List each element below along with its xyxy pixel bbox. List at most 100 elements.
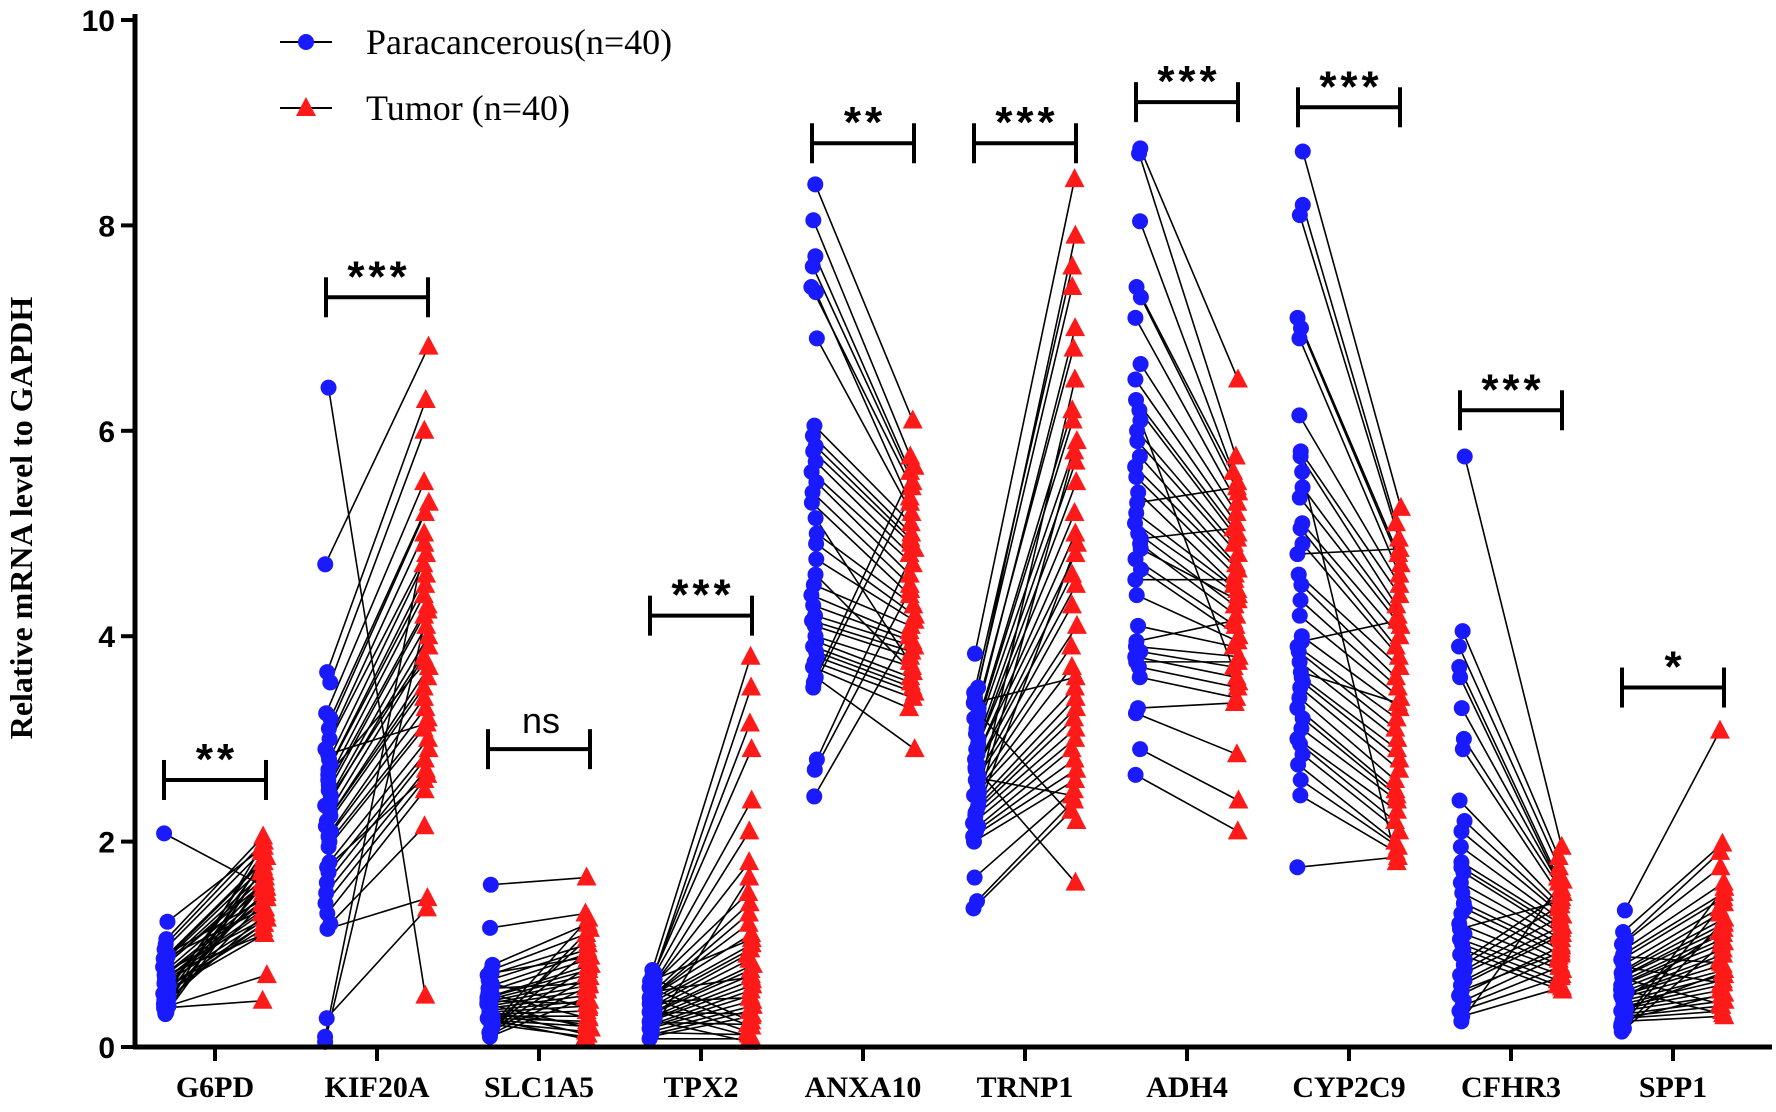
paracancerous-point [482,1023,499,1040]
tumor-point [414,748,435,768]
tumor-point [1710,840,1731,860]
pair-line [1301,151,1402,509]
tumor-point [1710,951,1731,971]
pair-line [815,461,911,555]
pair-line [163,832,267,889]
pair-line [326,907,428,1019]
x-tick-label: SPP1 [1639,1071,1707,1104]
paracancerous-point [318,1010,335,1027]
tumor-point [1550,920,1571,940]
pair-line [652,861,750,986]
axes: 0 2 4 6 8 10 G6PD KIF20A SLC1A5 TPX2 ANXA10 TRNP1 AD… [82,5,1772,1104]
paracancerous-point [1616,902,1633,919]
paracancerous-point [1289,859,1306,876]
tumor-point [414,815,435,835]
pair-line [652,996,750,1003]
pair-line [651,877,750,1031]
x-tick-label: CFHR3 [1461,1071,1561,1104]
pair-line [164,923,265,997]
pair-line [324,610,429,1043]
pair-line [972,543,1078,824]
paracancerous-point [1127,766,1144,783]
paracancerous-point [1291,207,1308,224]
pair-line [1135,476,1236,576]
tumor-point [414,471,435,491]
tumor-point [1224,691,1245,711]
tumor-point [1388,527,1409,547]
tumor-point [1061,594,1082,614]
pair-line [649,984,753,1023]
pair-line [977,646,1072,786]
paracancerous-point [320,379,337,396]
pair-line [1623,974,1725,1002]
pair-line [974,584,1077,771]
pair-line [1301,471,1398,863]
tumor-point [904,537,925,557]
pair-line [654,999,748,1033]
pair-line [164,851,263,950]
pair-line [814,255,911,473]
paracancerous-point [480,992,497,1009]
pair-line [327,722,427,756]
tumor-point [579,917,600,937]
paracancerous-point [965,694,982,711]
pair-line [1459,953,1563,992]
pair-line [328,717,429,843]
paracancerous-point [1454,623,1471,640]
tumor-point [1228,671,1249,691]
paracancerous-point [1127,371,1144,388]
pair-line [1298,573,1401,668]
tumor-point [738,881,759,901]
pair-line [812,266,914,483]
pair-line [815,676,916,750]
pair-line [1463,955,1560,1002]
pair-line [1140,568,1240,637]
tumor-point [578,972,599,992]
legend-label-tumor: Tumor (n=40) [366,88,570,128]
tumor-point [1066,697,1087,717]
paracancerous-point [970,769,987,786]
tumor-point [1227,589,1248,609]
pair-line [654,902,751,992]
tumor-point [1548,846,1569,866]
pair-line [1137,532,1236,607]
tumor-point [1550,890,1571,910]
pair-line [1301,543,1400,658]
pair-line [326,758,426,884]
pair-line [1459,925,1563,976]
pair-line [977,748,1073,827]
tumor-point [1227,491,1248,511]
pair-line [1621,917,1725,974]
tumor-point [1066,532,1087,552]
pair-line [973,348,1075,719]
tumor-point [1387,799,1408,819]
tumor-point [741,738,762,758]
pair-line [1296,738,1398,812]
paracancerous-point [1451,792,1468,809]
pair-line [978,697,1077,802]
tumor-point [418,491,439,511]
paracancerous-point [807,510,824,527]
pair-line [1139,455,1237,565]
paracancerous-point [320,746,337,763]
pair-line [489,1005,589,1013]
pair-line [1140,548,1239,601]
tumor-point [739,820,760,840]
pair-line [1134,317,1238,504]
tumor-point [415,984,436,1004]
pair-line [976,410,1073,724]
paracancerous-point [1293,576,1310,593]
pair-line [974,179,1076,654]
pair-line [649,1011,753,1015]
tumor-point [1226,501,1247,521]
pair-line [490,876,587,886]
paracancerous-point [1127,705,1144,722]
pair-line [1137,486,1238,504]
tumor-point [415,573,436,593]
pair-line [975,420,1074,729]
tumor-point [254,923,275,943]
pair-line [815,445,911,540]
tumor-point [902,409,923,429]
paracancerous-point [157,1006,174,1023]
pair-line [1137,702,1235,709]
